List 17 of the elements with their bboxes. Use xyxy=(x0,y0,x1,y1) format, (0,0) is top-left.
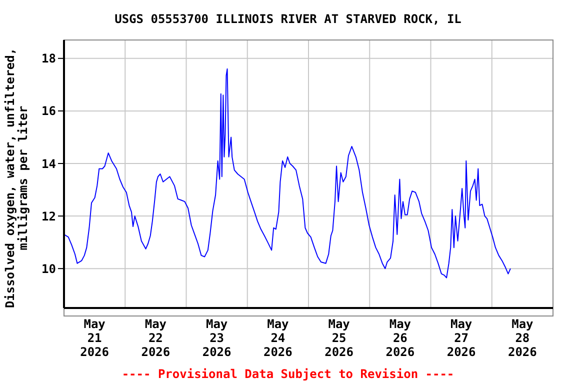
x-tick-label: May 28 2026 xyxy=(508,317,537,359)
y-tick-label: 14 xyxy=(42,156,56,171)
y-tick-label: 18 xyxy=(42,52,56,66)
text: ---- Provisional Data Subject to Revision ---- xyxy=(120,367,456,381)
x-tick-label: May 21 2026 xyxy=(80,317,110,359)
x-tick-label: May 25 2026 xyxy=(324,317,354,359)
y-tick-label: 12 xyxy=(42,209,56,224)
y-tick-label: 16 xyxy=(42,104,56,118)
x-tick-label: May 27 2026 xyxy=(446,317,476,359)
chart-title: USGS 05553700 ILLINOIS RIVER AT STARVED ROCK, IL xyxy=(114,12,462,26)
y-axis-title: Dissolved oxygen, water, unfiltered, milligrams per liter xyxy=(3,48,30,308)
x-tick-label: May 22 2026 xyxy=(141,317,170,359)
x-tick-label: May 23 2026 xyxy=(202,317,232,359)
x-tick-label: May 26 2026 xyxy=(386,317,415,359)
y-tick-label: 10 xyxy=(42,262,56,276)
x-tick-label: May 24 2026 xyxy=(263,317,292,359)
line-series xyxy=(64,68,511,278)
